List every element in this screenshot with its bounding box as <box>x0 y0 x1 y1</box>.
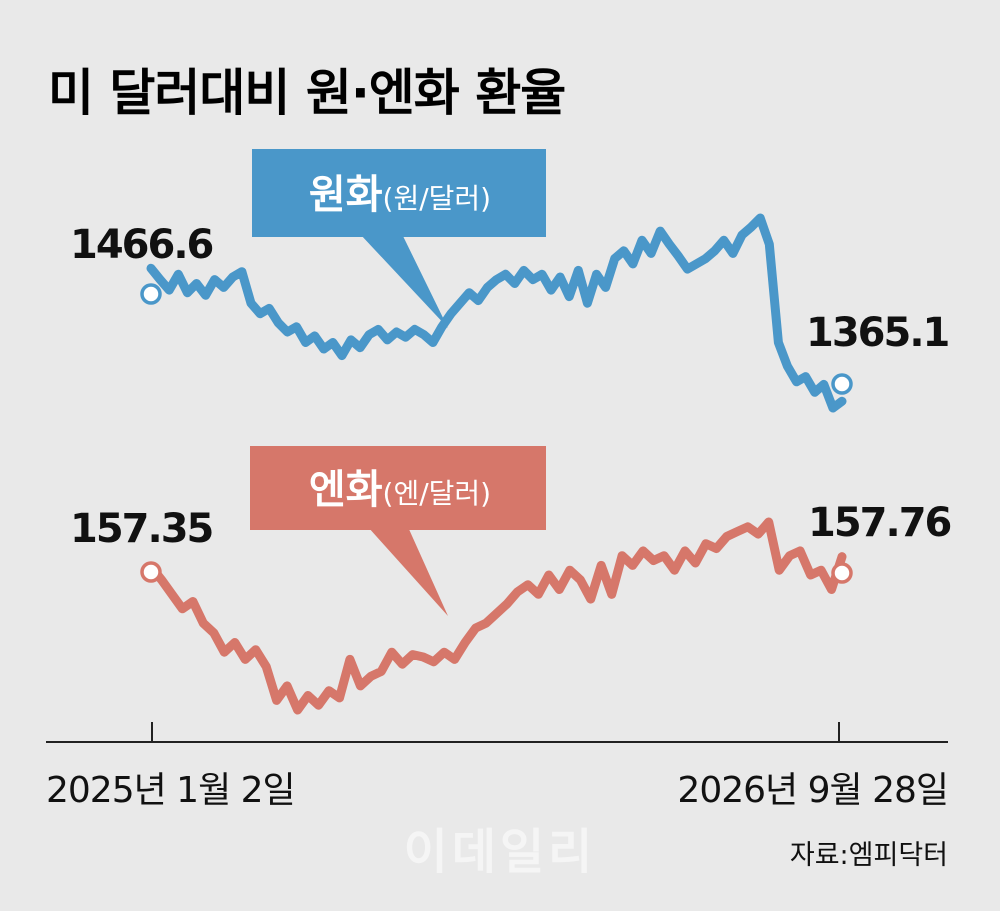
x-label-end: 2026년 9월 28일 <box>677 770 948 811</box>
jpy-legend: 엔화(엔/달러) <box>250 446 546 616</box>
jpy-end-label: 157.76 <box>808 500 951 546</box>
jpy-legend-box <box>250 446 546 530</box>
krw-line <box>146 213 847 413</box>
krw-start-label: 1466.6 <box>70 222 213 268</box>
krw-legend-pointer <box>360 234 448 328</box>
jpy-start-point <box>140 561 162 583</box>
krw-start-point <box>140 283 162 305</box>
krw-legend: 원화(원/달러) <box>252 149 546 328</box>
jpy-end-point <box>831 562 853 584</box>
krw-legend-text: 원화(원/달러) <box>309 172 491 218</box>
x-label-start: 2025년 1월 2일 <box>46 770 295 811</box>
chart-title: 미 달러대비 원·엔화 환율 <box>48 64 565 122</box>
krw-end-label: 1365.1 <box>806 310 949 356</box>
source-note: 자료:엠피닥터 <box>790 840 948 871</box>
krw-end-point <box>831 373 853 395</box>
jpy-legend-pointer <box>368 527 448 616</box>
jpy-start-label: 157.35 <box>70 506 213 552</box>
jpy-legend-text: 엔화(엔/달러) <box>309 467 491 513</box>
watermark: 이데일리 <box>404 824 597 880</box>
jpy-line <box>146 517 847 715</box>
krw-legend-box <box>252 149 546 237</box>
